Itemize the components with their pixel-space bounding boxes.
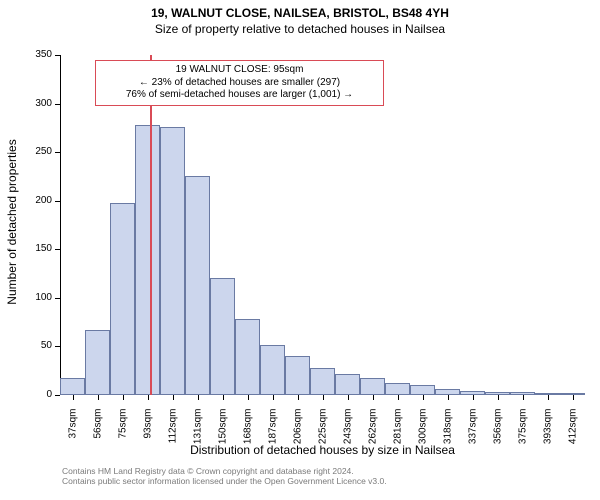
histogram-bar (285, 356, 310, 395)
ytick-mark (55, 104, 60, 105)
xtick-label: 206sqm (292, 409, 303, 459)
ytick-label: 300 (22, 98, 52, 109)
page-title: 19, WALNUT CLOSE, NAILSEA, BRISTOL, BS48… (0, 0, 600, 20)
xtick-mark (98, 395, 99, 400)
xtick-mark (273, 395, 274, 400)
xtick-label: 37sqm (67, 409, 78, 459)
ytick-mark (55, 55, 60, 56)
xtick-mark (148, 395, 149, 400)
xtick-mark (548, 395, 549, 400)
property-marker-line (150, 55, 152, 395)
xtick-mark (173, 395, 174, 400)
ytick-label: 50 (22, 340, 52, 351)
xtick-mark (373, 395, 374, 400)
xtick-mark (573, 395, 574, 400)
ytick-mark (55, 395, 60, 396)
xtick-label: 393sqm (542, 409, 553, 459)
callout-box: 19 WALNUT CLOSE: 95sqm← 23% of detached … (95, 60, 384, 106)
ytick-mark (55, 201, 60, 202)
ytick-label: 100 (22, 292, 52, 303)
xtick-mark (323, 395, 324, 400)
xtick-label: 412sqm (567, 409, 578, 459)
xtick-label: 187sqm (267, 409, 278, 459)
xtick-label: 375sqm (517, 409, 528, 459)
histogram-bar (135, 125, 160, 395)
xtick-mark (223, 395, 224, 400)
ytick-mark (55, 346, 60, 347)
histogram-bar (60, 378, 85, 395)
xtick-mark (498, 395, 499, 400)
histogram-bar (410, 385, 435, 395)
histogram-bar (160, 127, 185, 395)
xtick-mark (473, 395, 474, 400)
xtick-label: 93sqm (142, 409, 153, 459)
xtick-mark (423, 395, 424, 400)
histogram-bar (235, 319, 260, 395)
xtick-mark (298, 395, 299, 400)
histogram-bar (335, 374, 360, 395)
ytick-label: 200 (22, 195, 52, 206)
histogram-bar (210, 278, 235, 395)
histogram-bar (310, 368, 335, 395)
ytick-label: 0 (22, 389, 52, 400)
callout-line: 19 WALNUT CLOSE: 95sqm (102, 64, 377, 77)
histogram-bar (360, 378, 385, 395)
xtick-mark (448, 395, 449, 400)
ytick-label: 150 (22, 243, 52, 254)
xtick-mark (123, 395, 124, 400)
histogram-bar (385, 383, 410, 395)
xtick-label: 225sqm (317, 409, 328, 459)
xtick-label: 56sqm (92, 409, 103, 459)
xtick-label: 112sqm (167, 409, 178, 459)
xtick-label: 262sqm (367, 409, 378, 459)
ytick-mark (55, 298, 60, 299)
y-axis-label: Number of detached properties (5, 122, 19, 322)
xtick-mark (73, 395, 74, 400)
ytick-mark (55, 249, 60, 250)
callout-line: 76% of semi-detached houses are larger (… (102, 89, 377, 102)
ytick-label: 250 (22, 146, 52, 157)
histogram-bar (110, 203, 135, 395)
callout-line: ← 23% of detached houses are smaller (29… (102, 77, 377, 90)
xtick-label: 281sqm (392, 409, 403, 459)
xtick-label: 337sqm (467, 409, 478, 459)
xtick-label: 318sqm (442, 409, 453, 459)
xtick-label: 75sqm (117, 409, 128, 459)
footer-line: Contains HM Land Registry data © Crown c… (62, 466, 387, 476)
y-axis (60, 55, 61, 395)
xtick-mark (398, 395, 399, 400)
page-subtitle: Size of property relative to detached ho… (0, 20, 600, 36)
ytick-label: 350 (22, 49, 52, 60)
chart-plot-area (60, 55, 585, 395)
xtick-label: 243sqm (342, 409, 353, 459)
xtick-label: 131sqm (192, 409, 203, 459)
xtick-label: 300sqm (417, 409, 428, 459)
footer-line: Contains public sector information licen… (62, 476, 387, 486)
xtick-label: 168sqm (242, 409, 253, 459)
footer-attribution: Contains HM Land Registry data © Crown c… (62, 466, 387, 486)
xtick-mark (198, 395, 199, 400)
histogram-bar (185, 176, 210, 395)
histogram-bar (85, 330, 110, 395)
ytick-mark (55, 152, 60, 153)
histogram-bar (260, 345, 285, 396)
xtick-mark (523, 395, 524, 400)
xtick-mark (248, 395, 249, 400)
xtick-label: 150sqm (217, 409, 228, 459)
xtick-mark (348, 395, 349, 400)
xtick-label: 356sqm (492, 409, 503, 459)
